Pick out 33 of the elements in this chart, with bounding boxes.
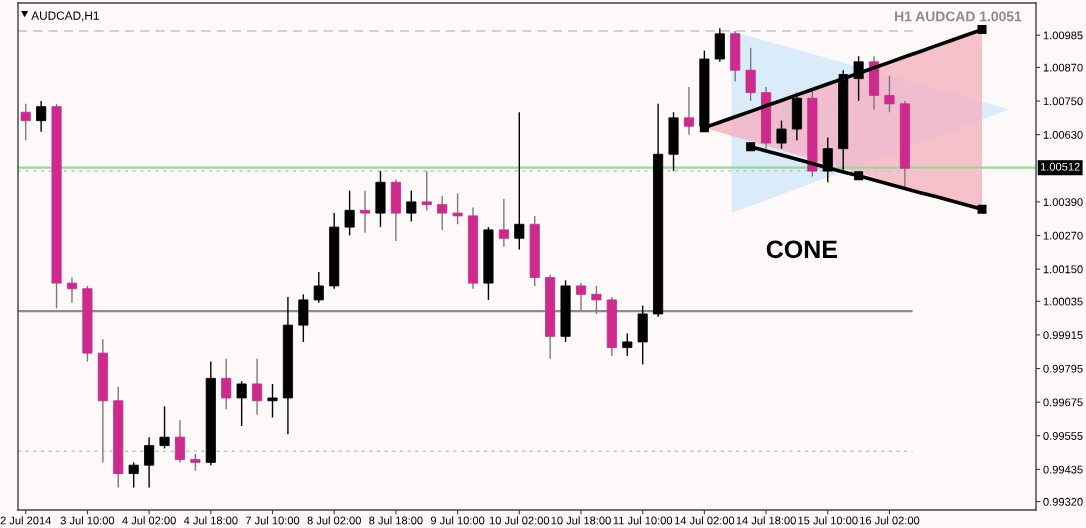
x-tick-label: 14 Jul 18:00 — [736, 516, 796, 525]
y-tick-label: 1.00870 — [1043, 63, 1083, 72]
y-tick-label: 1.00150 — [1043, 265, 1083, 274]
y-tick-label: 1.00390 — [1043, 198, 1083, 207]
y-tick-label: 0.99915 — [1043, 331, 1083, 340]
y-tick-label: 0.99555 — [1043, 432, 1083, 440]
y-tick-label: 1.00750 — [1043, 97, 1083, 106]
annotation: CONE — [766, 240, 837, 259]
y-tick-label: 0.99675 — [1043, 398, 1083, 407]
y-tick-label: 1.00035 — [1043, 297, 1083, 306]
x-tick-label: 7 Jul 10:00 — [245, 516, 300, 525]
x-tick-label: 3 Jul 10:00 — [60, 516, 115, 525]
y-tick-label: 0.99795 — [1043, 364, 1083, 373]
x-tick-label: 9 Jul 10:00 — [430, 516, 485, 525]
chart-subtitle: H1 AUDCAD 1.0051 — [895, 11, 1022, 22]
x-tick-label: 10 Jul 18:00 — [551, 516, 611, 525]
text: AUDCAD,H1 — [31, 11, 99, 22]
x-tick-label: 10 Jul 02:00 — [489, 516, 550, 525]
ref-line-label: 1.00512 — [1040, 162, 1080, 171]
x-tick-label: 8 Jul 18:00 — [369, 516, 423, 525]
y-tick-label: 1.00630 — [1043, 130, 1083, 139]
x-tick-label: 14 Jul 02:00 — [674, 516, 735, 525]
y-tick-label: 1.00985 — [1043, 31, 1083, 40]
x-tick-label: 2 Jul 2014 — [0, 516, 52, 525]
x-tick-label: 16 Jul 02:00 — [860, 516, 920, 525]
y-tick-label: 0.99320 — [1043, 497, 1083, 506]
x-tick-label: 15 Jul 10:00 — [798, 516, 858, 525]
x-tick-label: 4 Jul 18:00 — [183, 516, 238, 525]
x-tick-label: 11 Jul 10:00 — [613, 516, 673, 525]
y-tick-label: 0.99435 — [1043, 465, 1083, 474]
y-tick-label: 1.00270 — [1043, 231, 1083, 240]
x-tick-label: 4 Jul 02:00 — [122, 516, 176, 525]
x-tick-label: 8 Jul 02:00 — [307, 516, 361, 525]
